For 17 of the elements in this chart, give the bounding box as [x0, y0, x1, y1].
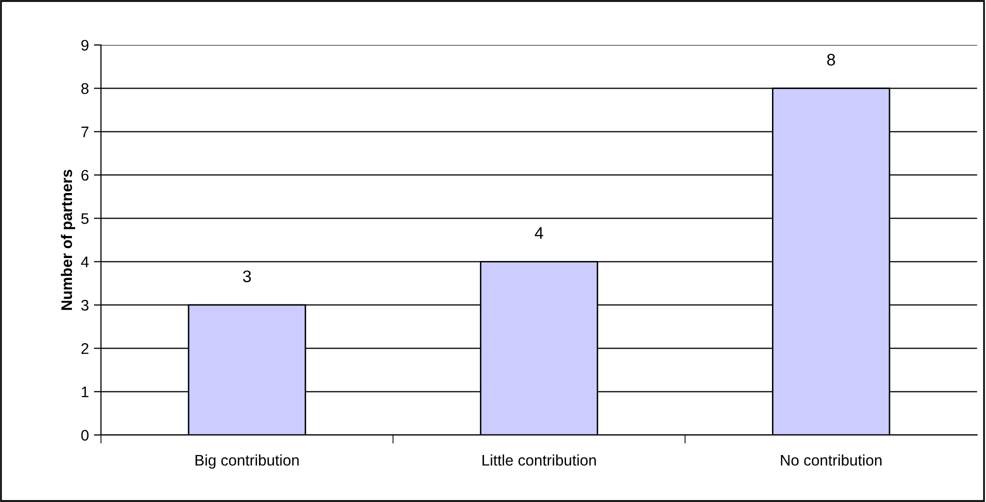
x-tick-label: Big contribution	[196, 454, 299, 469]
y-tick-label: 2	[81, 343, 88, 354]
data-label: 3	[242, 270, 251, 282]
data-label: 8	[827, 54, 836, 66]
y-tick-label: 9	[81, 40, 88, 51]
y-tick-label: 0	[81, 430, 89, 441]
y-tick-label: 4	[81, 256, 89, 268]
x-tick-label: Little contribution	[482, 454, 596, 466]
y-tick-label: 8	[81, 83, 88, 94]
y-tick-label: 3	[81, 300, 88, 311]
y-tick-label: 1	[82, 386, 88, 398]
x-tick-label: No contribution	[780, 454, 882, 466]
data-label: 4	[534, 227, 544, 239]
y-axis-title: Number of partners	[60, 170, 76, 310]
y-tick-label: 6	[81, 170, 88, 181]
y-tick-label: 7	[81, 126, 88, 138]
y-tick-label: 5	[81, 213, 89, 224]
